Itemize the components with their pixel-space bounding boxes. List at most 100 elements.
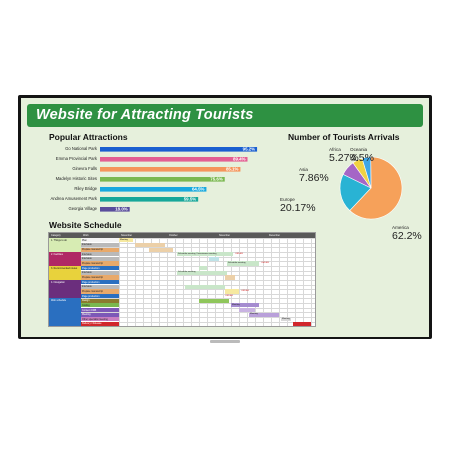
schedule-task-label: Interview bbox=[82, 257, 92, 261]
schedule-task-label: Page production bbox=[82, 266, 100, 270]
schedule-column-line bbox=[215, 238, 216, 326]
schedule-task: Prepare manuscript bbox=[81, 261, 119, 266]
pie-slice-value: 7.86% bbox=[299, 172, 329, 184]
schedule-bar bbox=[185, 284, 225, 289]
schedule-task: Plan bbox=[81, 238, 119, 243]
pie-slice-label: Africa bbox=[329, 147, 341, 152]
schedule-gridline bbox=[49, 293, 315, 295]
schedule-column-line bbox=[223, 238, 224, 326]
schedule-bar-label: Meeting bbox=[282, 317, 290, 320]
schedule-task: Page production bbox=[81, 266, 119, 271]
schedule-task: Coding bbox=[81, 303, 119, 308]
schedule-column-line bbox=[151, 238, 152, 326]
attractions-title: Popular Attractions bbox=[49, 132, 128, 142]
schedule-bar bbox=[199, 266, 207, 271]
schedule-task-label: Prepare manuscript bbox=[82, 248, 103, 252]
schedule-task: Prepare manuscript bbox=[81, 289, 119, 294]
attraction-value-label: 89.4% bbox=[233, 157, 246, 162]
schedule-column-line bbox=[199, 238, 200, 326]
schedule-gridline bbox=[49, 261, 315, 263]
schedule-group-label: 3. Recommended routes bbox=[51, 266, 78, 270]
attraction-category-label: Georgia Village bbox=[68, 206, 97, 211]
schedule-task: Design bbox=[81, 298, 119, 303]
schedule-task-label: Prepare manuscript bbox=[82, 289, 103, 293]
schedule-bar bbox=[225, 275, 235, 280]
schedule-task: Interview bbox=[81, 284, 119, 289]
attraction-value-label: 75.6% bbox=[210, 177, 223, 182]
schedule-group-label: Web schedule bbox=[51, 299, 67, 303]
schedule-column-line bbox=[303, 238, 304, 326]
schedule-task-label: Interview bbox=[82, 252, 92, 256]
schedule-task-label: Content ORB bbox=[82, 308, 97, 312]
schedule-group-label: 4. Navigation bbox=[51, 280, 65, 284]
schedule-column-line bbox=[287, 238, 288, 326]
attraction-category-label: Riley Bridge bbox=[74, 186, 97, 191]
schedule-column-line bbox=[183, 238, 184, 326]
schedule-bar-label: Schedule meeting bbox=[228, 262, 246, 265]
schedule-task-label: Plan bbox=[82, 238, 87, 242]
schedule-task: Interview bbox=[81, 256, 119, 261]
schedule-task-label: Interview bbox=[82, 285, 92, 289]
schedule-task-label: Page production bbox=[82, 294, 100, 298]
display-brand-logo bbox=[210, 339, 240, 343]
schedule-gridline bbox=[49, 275, 315, 277]
schedule-bar: Meeting bbox=[119, 238, 133, 243]
attraction-bar bbox=[100, 167, 241, 172]
schedule-task: Meeting bbox=[81, 312, 119, 317]
schedule-title: Website Schedule bbox=[49, 220, 122, 230]
schedule-gridline bbox=[49, 326, 315, 327]
schedule-column-line bbox=[271, 238, 272, 326]
schedule-task-label: Prepare manuscript bbox=[82, 275, 103, 279]
schedule-gridline bbox=[49, 307, 315, 309]
schedule-task: Page production bbox=[81, 280, 119, 285]
schedule-column-line bbox=[207, 238, 208, 326]
schedule-bar: Meeting bbox=[231, 303, 259, 308]
schedule-group: 3. Recommended routes bbox=[49, 265, 81, 280]
schedule-gridline bbox=[49, 298, 315, 300]
attraction-bar bbox=[100, 147, 258, 152]
schedule-bar-label: Schedule meeting / Interviewer meeting bbox=[178, 252, 217, 255]
schedule-header-category: Category bbox=[51, 233, 61, 237]
schedule-task: Interview bbox=[81, 252, 119, 257]
attraction-bar bbox=[100, 177, 225, 182]
schedule-task-label: Interview bbox=[82, 271, 92, 275]
schedule-gridline bbox=[49, 238, 315, 239]
schedule-column-line bbox=[255, 238, 256, 326]
schedule-group: Web schedule bbox=[49, 298, 81, 326]
schedule-column-line bbox=[247, 238, 248, 326]
schedule-bar-label: Meeting bbox=[232, 303, 240, 306]
schedule-gantt: Category Work November October November … bbox=[48, 232, 316, 327]
schedule-bar: Schedule meeting bbox=[177, 270, 227, 275]
schedule-bar bbox=[135, 242, 165, 248]
attraction-category-label: Go National Park bbox=[65, 146, 98, 151]
schedule-header-work: Work bbox=[83, 233, 89, 237]
schedule-group: 2. Facilities bbox=[49, 251, 81, 266]
schedule-column-line bbox=[167, 238, 168, 326]
schedule-task-label: Other specialist meeting bbox=[82, 317, 108, 321]
schedule-column-line bbox=[231, 238, 232, 326]
schedule-bar: Schedule meeting bbox=[227, 261, 259, 266]
schedule-bar-label: Schedule meeting bbox=[178, 271, 196, 274]
schedule-gridline bbox=[49, 247, 315, 249]
attraction-category-label: Emma Provincial Park bbox=[56, 156, 98, 161]
pie-slice bbox=[349, 156, 403, 220]
pie-slice-label: Europe bbox=[280, 197, 295, 202]
schedule-bar bbox=[199, 298, 229, 303]
schedule-gridline bbox=[49, 284, 315, 286]
schedule-task: Delivery / Release bbox=[81, 321, 119, 326]
pie-slice-value: 20.17% bbox=[280, 202, 316, 214]
schedule-group-label: 2. Facilities bbox=[51, 252, 63, 256]
schedule-column-line bbox=[191, 238, 192, 326]
schedule-task: Page production bbox=[81, 294, 119, 299]
schedule-column-line bbox=[119, 238, 120, 326]
attraction-category-label: Andrea Amusement Park bbox=[50, 196, 97, 201]
schedule-order-marker: ORDER bbox=[225, 294, 233, 297]
schedule-task-label: Coding bbox=[82, 303, 90, 307]
pie-slice bbox=[339, 174, 372, 211]
schedule-bar bbox=[149, 247, 173, 252]
schedule-bar-label: Meeting bbox=[250, 313, 258, 316]
pie-slice-label: Asia bbox=[299, 167, 308, 172]
schedule-column-line bbox=[263, 238, 264, 326]
schedule-bar-label: Meeting bbox=[120, 238, 128, 241]
